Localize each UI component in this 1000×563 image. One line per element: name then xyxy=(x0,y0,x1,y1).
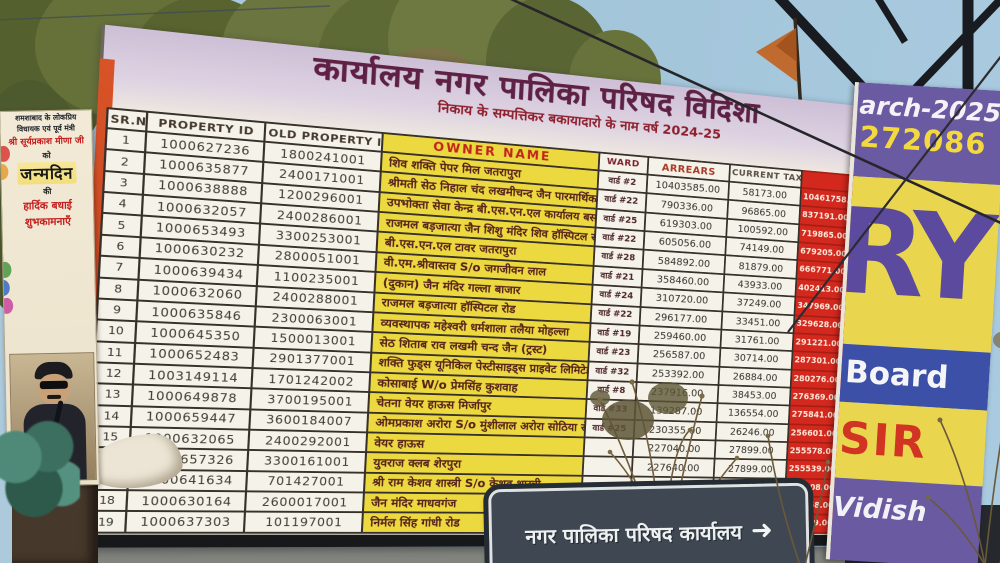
direction-sign: नगर पालिका परिषद कार्यालय ➜ xyxy=(483,477,815,563)
poster-birthday-text: जन्मदिन xyxy=(17,160,77,185)
cell-sr: 2 xyxy=(104,149,145,174)
cell-tot: 275841.00 xyxy=(788,405,841,426)
cell-sr: 8 xyxy=(97,277,139,301)
tax-defaulters-table: SR.N PROPERTY ID OLD PROPERTY ID OWNER NAME… xyxy=(84,107,853,534)
cell-tot: 291221.00 xyxy=(792,333,845,354)
banner-board-band: Board xyxy=(839,343,991,411)
saffron-flag xyxy=(756,28,797,82)
coaching-banner: arch-2025 272086 RY Board SIR Vidish xyxy=(825,82,1000,563)
truss-member xyxy=(875,0,908,44)
cell-cur: 26246.00 xyxy=(715,421,789,443)
cell-pid: 1000630164 xyxy=(126,490,247,513)
cell-ward: वार्ड #22 xyxy=(590,303,641,326)
cell-pid: 1000637303 xyxy=(125,511,246,533)
cell-old: 701427001 xyxy=(246,470,365,493)
power-wire xyxy=(0,5,331,21)
banner-board-text: Board xyxy=(844,353,950,397)
cell-old: 101197001 xyxy=(244,512,363,533)
poster-wish-text: हार्दिक बधाई xyxy=(23,199,72,213)
cell-tot: 276369.00 xyxy=(789,387,842,408)
cell-old: 3600184007 xyxy=(249,409,368,433)
poster-line: की xyxy=(43,186,52,196)
banner-big-letters: RY xyxy=(842,181,993,329)
cell-sr: 12 xyxy=(93,362,134,385)
cell-cur: 27899.00 xyxy=(714,440,788,461)
balloon-graphic xyxy=(0,279,10,297)
moustache xyxy=(47,394,62,400)
cell-ward: वार्ड #33 xyxy=(585,399,636,420)
poster-name: श्री सूर्यप्रकाश मीणा जी xyxy=(8,135,85,148)
sunglasses xyxy=(39,380,68,390)
cell-cur: 27899.00 xyxy=(713,458,787,479)
banner-city-text: Vidish xyxy=(832,491,928,529)
banner-sir-text: SIR xyxy=(837,412,929,470)
cell-ward: वार्ड #19 xyxy=(589,322,640,345)
cell-cur: 136554.00 xyxy=(716,403,790,424)
saffron-flag-shade xyxy=(776,28,797,62)
cell-sr: 3 xyxy=(103,170,144,195)
cell-arr: 139287.00 xyxy=(634,400,718,422)
cell-ward: वार्ड #32 xyxy=(587,361,638,382)
banner-top-band: arch-2025 272086 xyxy=(853,82,1000,186)
poster-wish-text: शुभकामनाएँ xyxy=(24,215,71,229)
cell-arr: 227040.00 xyxy=(632,438,716,459)
balloon-graphic xyxy=(0,261,12,279)
cell-old: 2400292001 xyxy=(248,429,367,453)
cell-sr: 5 xyxy=(101,213,142,238)
poster-line: विधायक एवं पूर्व मंत्री xyxy=(16,123,76,135)
cell-arr: 237916.00 xyxy=(635,381,719,404)
cell-old: 3300161001 xyxy=(247,450,366,473)
banner-letters-band: RY xyxy=(842,176,1000,353)
cell-sr: 11 xyxy=(94,340,136,364)
cell-ward: वार्ड #23 xyxy=(588,342,639,364)
flag-pole xyxy=(793,17,803,113)
cell-ward: वार्ड #25 xyxy=(584,418,635,439)
cell-sr: 4 xyxy=(102,191,143,216)
cell-arr: 227640.00 xyxy=(631,457,715,478)
cell-sr: 9 xyxy=(96,298,138,322)
cell-old: 2600017001 xyxy=(245,491,364,513)
cell-sr: 6 xyxy=(99,234,141,259)
cell-ward xyxy=(582,456,633,477)
cell-cur: 38453.00 xyxy=(717,384,791,406)
cell-ward xyxy=(583,437,634,458)
banner-bottom-band: Vidish xyxy=(829,477,983,563)
cell-ward: वार्ड #8 xyxy=(586,380,637,401)
cell-sr: 10 xyxy=(95,319,137,343)
banner-sir-band: SIR xyxy=(834,401,988,487)
balloon-graphic xyxy=(0,297,14,315)
cell-tot: 280276.00 xyxy=(790,369,843,390)
cell-tot: 287301.00 xyxy=(791,351,844,372)
green-shrub xyxy=(0,415,80,520)
balloon-graphic xyxy=(0,163,9,181)
cell-sr: 7 xyxy=(98,255,140,280)
poster-line: को xyxy=(42,150,51,160)
direction-sign-label: नगर पालिका परिषद कार्यालय xyxy=(525,519,743,549)
cell-arr: 230355.00 xyxy=(633,419,717,441)
cell-pid: 1000659447 xyxy=(130,405,251,430)
billboard: कार्यालय नगर पालिका परिषद विदिशा निकाय क… xyxy=(74,24,862,548)
banner-phone-text: 272086 xyxy=(858,119,988,162)
truss-member xyxy=(909,0,1000,95)
poster-line: शमशाबाद के लोकप्रिय xyxy=(15,112,77,123)
cell-tot: 256601.00 xyxy=(787,423,840,444)
cell-ward: वार्ड #24 xyxy=(591,284,642,307)
arrow-right-icon: ➜ xyxy=(750,515,774,546)
table-body: 1 1000627236 1800241001 शिव शक्ति पेपर मिल … xyxy=(85,128,852,534)
